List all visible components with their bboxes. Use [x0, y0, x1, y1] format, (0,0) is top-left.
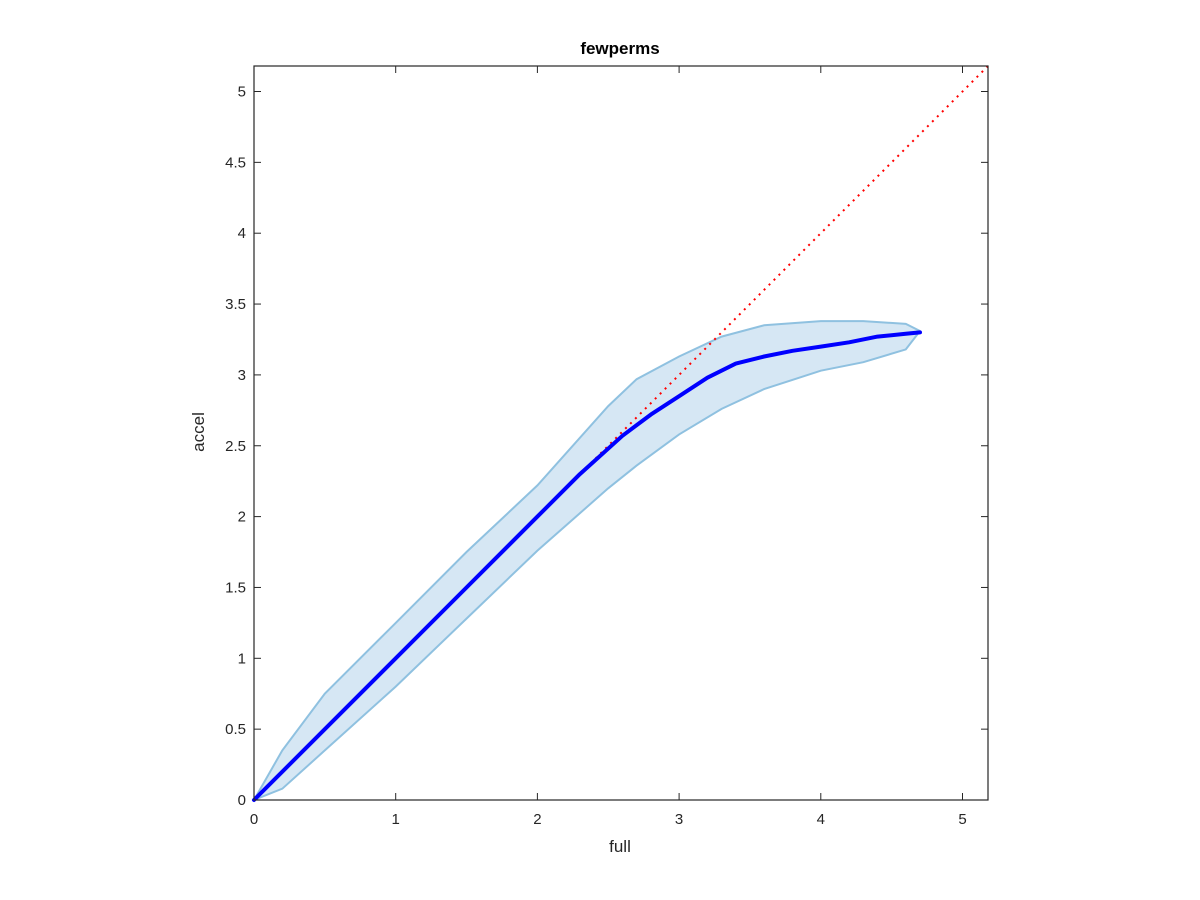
x-tick-label: 5: [958, 811, 966, 828]
y-tick-label: 2.5: [225, 438, 246, 455]
band-lower-edge: [253, 330, 921, 801]
x-tick-label: 1: [392, 811, 400, 828]
y-tick-label: 4: [238, 225, 246, 242]
reference-line: [253, 65, 989, 801]
plot-area: [252, 65, 989, 802]
mean-line: [252, 330, 922, 802]
axes: 0 1 2 3 4 5 0 0.5 1 1.5 2 2.5 3 3.5 4 4.5 5: [225, 65, 989, 828]
y-tick-label: 0: [238, 792, 246, 809]
band-upper-edge: [253, 320, 921, 801]
y-tick-label: 3.5: [225, 296, 246, 313]
x-tick-label: 3: [675, 811, 683, 828]
x-tick-label: 0: [250, 811, 258, 828]
chart-title: fewperms: [580, 39, 659, 58]
y-tick-label: 2: [238, 509, 246, 526]
y-tick-label: 4.5: [225, 154, 246, 171]
y-tick-label: 3: [238, 367, 246, 384]
axes-box: [253, 65, 989, 801]
y-axis-title: accel: [189, 412, 208, 452]
y-tick-label: 5: [238, 84, 246, 101]
x-axis-title: full: [609, 837, 631, 856]
y-tick-label: 1: [238, 650, 246, 667]
y-tick-label: 0.5: [225, 721, 246, 738]
confidence-band: [254, 321, 920, 800]
y-tick-label: 1.5: [225, 579, 246, 596]
x-tick-label: 2: [533, 811, 541, 828]
x-tick-label: 4: [817, 811, 825, 828]
